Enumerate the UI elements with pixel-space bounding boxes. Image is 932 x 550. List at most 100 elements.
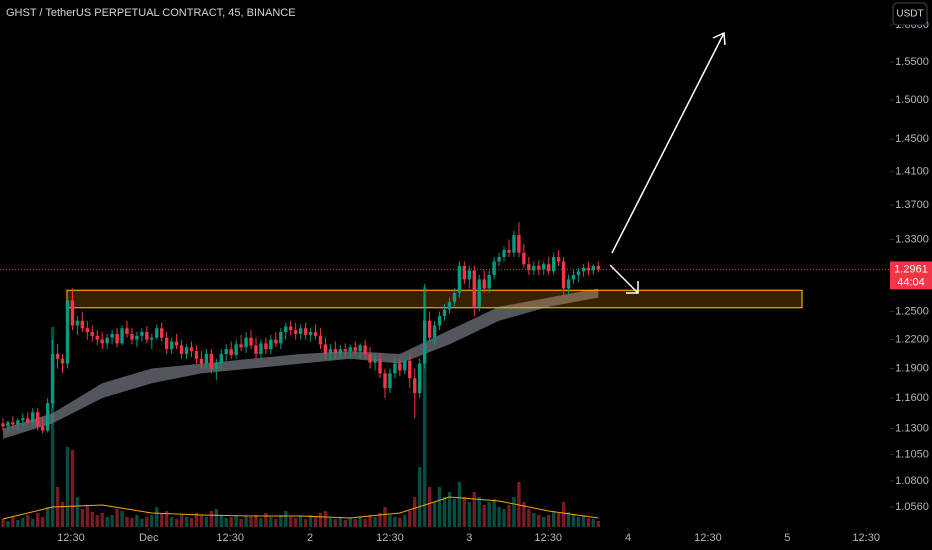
volume-bar: [264, 513, 268, 527]
x-tick-label: 12:30: [534, 532, 562, 544]
volume-bar: [40, 517, 45, 527]
volume-bar: [244, 516, 248, 527]
volume-bar: [393, 517, 397, 527]
volume-bar: [383, 507, 387, 527]
volume-bar: [408, 511, 412, 527]
candle-body: [338, 349, 343, 353]
candle-body: [264, 343, 268, 350]
band-layer: [2, 288, 599, 439]
candle-body: [512, 235, 516, 253]
volume-bar: [155, 507, 159, 527]
candle-body: [522, 252, 526, 265]
candle-body: [581, 267, 586, 272]
volume-bar: [413, 497, 417, 527]
candle-body: [254, 345, 258, 354]
candle-body: [115, 333, 119, 344]
volume-bar: [31, 519, 35, 527]
y-tick-label: 1.1600: [895, 392, 929, 404]
candle-body: [204, 353, 209, 364]
candle-body: [135, 335, 139, 340]
candle-body: [546, 264, 551, 272]
volume-bar: [398, 518, 402, 527]
currency-label[interactable]: USDT: [896, 9, 923, 20]
candle-body: [60, 358, 65, 364]
candle-body: [45, 403, 50, 431]
volume-bar: [333, 519, 338, 527]
candle-body: [467, 270, 472, 280]
currency-button[interactable]: [892, 2, 928, 26]
volume-bar: [586, 518, 591, 527]
volume-bar: [422, 287, 427, 527]
volume-bar: [259, 518, 263, 527]
volume-bar: [353, 519, 357, 527]
candle-body: [145, 332, 149, 340]
candle-body: [90, 332, 94, 336]
candle-body: [373, 358, 377, 363]
x-tick-label: 2: [307, 532, 313, 544]
volume-bar: [184, 517, 189, 527]
volume-bar: [189, 518, 194, 527]
x-tick-label: 12:30: [216, 532, 244, 544]
candle-body: [100, 339, 104, 344]
volume-bar: [527, 509, 531, 527]
candle-body: [527, 264, 531, 271]
candle-body: [21, 418, 25, 421]
candle-body: [293, 330, 298, 334]
volume-bar: [239, 519, 243, 527]
volume-ma-line: [2, 496, 599, 520]
x-tick-label: Dec: [139, 532, 159, 544]
y-tick-label: 1.0560: [895, 501, 929, 513]
volume-bar: [447, 492, 452, 527]
volume-bar: [219, 515, 223, 527]
volume-bar: [284, 511, 288, 527]
candle-body: [398, 363, 402, 371]
candle-body: [209, 353, 214, 369]
volume-bar: [199, 515, 204, 527]
candle-body: [328, 349, 333, 354]
candle-body: [95, 335, 99, 340]
candle-body: [303, 328, 308, 335]
candle-body: [507, 249, 511, 253]
candle-body: [353, 347, 357, 352]
zone-layer: [66, 289, 803, 309]
candle-body: [472, 270, 476, 307]
candle-body: [571, 274, 576, 280]
volume-bar: [363, 519, 367, 527]
volume-bar: [169, 517, 174, 527]
volume-bar: [427, 487, 432, 527]
candle-body: [417, 363, 422, 394]
volume-bar: [537, 515, 541, 527]
x-tick-label: 12:30: [852, 532, 880, 544]
candle-body: [164, 337, 169, 350]
volume-bar: [343, 520, 347, 527]
volume-bar: [164, 511, 169, 527]
volume-bar: [120, 511, 124, 527]
y-tick-label: 1.5500: [895, 56, 929, 68]
candle-body: [279, 332, 283, 344]
x-tick-label: 12:30: [376, 532, 404, 544]
volume-bar: [442, 497, 447, 527]
candle-body: [284, 326, 288, 333]
volume-bar: [313, 517, 318, 527]
candle-body: [105, 337, 109, 344]
candle-body: [333, 349, 338, 353]
volume-bar: [432, 502, 437, 527]
volume-bar: [249, 517, 253, 527]
candle-body: [244, 337, 248, 348]
candle-body: [140, 332, 144, 336]
candle-body: [259, 343, 263, 354]
volume-bar: [279, 515, 283, 527]
candle-body: [487, 274, 491, 289]
candle-body: [591, 265, 596, 271]
annotations: [609, 31, 726, 294]
candles-layer: [1, 222, 600, 434]
y-tick-label: 1.1300: [895, 422, 929, 434]
candle-body: [36, 412, 40, 427]
candle-body: [566, 279, 571, 289]
arrow-down: [609, 264, 639, 294]
candle-body: [462, 265, 467, 280]
candle-body: [457, 265, 462, 294]
volume-bar: [556, 513, 561, 527]
candle-body: [492, 261, 496, 275]
candle-body: [561, 261, 566, 289]
